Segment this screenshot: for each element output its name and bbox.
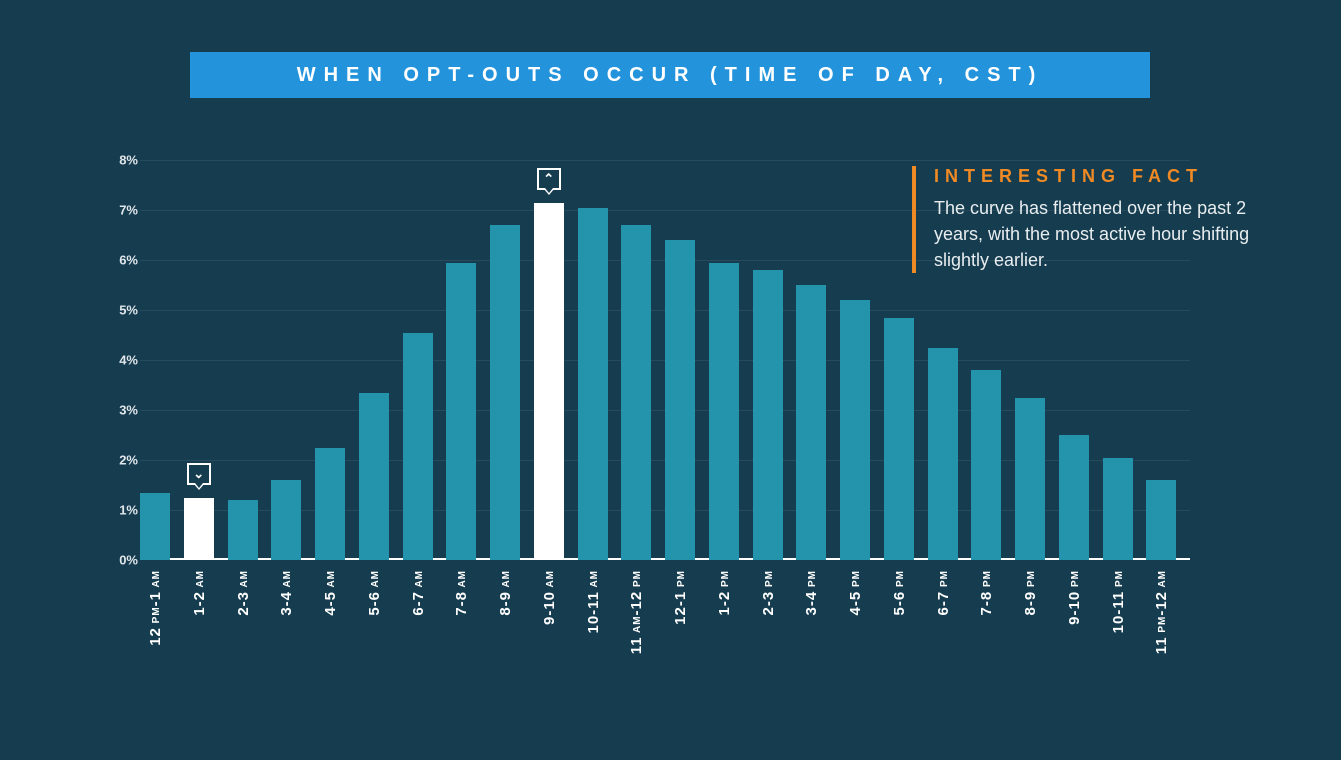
- bar: [271, 480, 301, 560]
- bar: [184, 498, 214, 561]
- bar: [578, 208, 608, 561]
- x-tick-label: 7-8 AM: [453, 570, 471, 616]
- x-tick-label: 12 PM-1 AM: [147, 570, 165, 646]
- bar: [1146, 480, 1176, 560]
- bar: [621, 225, 651, 560]
- bar: [884, 318, 914, 561]
- x-tick-label: 3-4 AM: [278, 570, 296, 616]
- x-tick-label: 4-5 PM: [847, 570, 865, 615]
- x-tick-label: 12-1 PM: [672, 570, 690, 625]
- x-tick-label: 11 AM-12 PM: [628, 570, 646, 654]
- x-tick-label: 1-2 AM: [191, 570, 209, 616]
- bar: [971, 370, 1001, 560]
- bar: [359, 393, 389, 561]
- y-tick-label: 4%: [98, 353, 138, 368]
- bar: [446, 263, 476, 561]
- x-tick-label: 9-10 AM: [541, 570, 559, 625]
- y-tick-label: 8%: [98, 153, 138, 168]
- bar: [709, 263, 739, 561]
- x-tick-label: 7-8 PM: [978, 570, 996, 615]
- x-tick-label: 2-3 PM: [760, 570, 778, 615]
- y-tick-label: 1%: [98, 503, 138, 518]
- y-tick-label: 5%: [98, 303, 138, 318]
- y-tick-label: 0%: [98, 553, 138, 568]
- chart-title: When opt-outs occur (time of day, CST): [297, 64, 1044, 86]
- y-tick-label: 7%: [98, 203, 138, 218]
- bar: [796, 285, 826, 560]
- bar: [665, 240, 695, 560]
- x-tick-label: 2-3 AM: [235, 570, 253, 616]
- bar: [140, 493, 170, 561]
- bar: [928, 348, 958, 561]
- x-tick-label: 4-5 AM: [322, 570, 340, 616]
- bar: [840, 300, 870, 560]
- high-marker-icon: ⌃: [537, 168, 561, 196]
- bar: [228, 500, 258, 560]
- chart-title-banner: When opt-outs occur (time of day, CST): [190, 52, 1150, 98]
- x-tick-label: 8-9 PM: [1022, 570, 1040, 615]
- bar: [1015, 398, 1045, 561]
- low-marker-icon: ⌄: [187, 463, 211, 491]
- x-tick-label: 5-6 AM: [366, 570, 384, 616]
- x-tick-label: 8-9 AM: [497, 570, 515, 616]
- bar: [753, 270, 783, 560]
- x-tick-label: 11 PM-12 AM: [1153, 570, 1171, 654]
- bar: [534, 203, 564, 561]
- fact-heading: Interesting fact: [934, 166, 1262, 187]
- bar: [490, 225, 520, 560]
- x-tick-label: 10-11 AM: [585, 570, 603, 634]
- y-tick-label: 3%: [98, 403, 138, 418]
- interesting-fact-callout: Interesting fact The curve has flattened…: [912, 166, 1262, 273]
- y-tick-label: 2%: [98, 453, 138, 468]
- x-tick-label: 6-7 PM: [935, 570, 953, 615]
- bar: [1059, 435, 1089, 560]
- x-axis-labels: 12 PM-1 AM 1-2 AM 2-3 AM 3-4 AM 4-5 AM 5-6 AM…: [140, 570, 1190, 720]
- bar: [315, 448, 345, 561]
- x-tick-label: 5-6 PM: [891, 570, 909, 615]
- x-tick-label: 9-10 PM: [1066, 570, 1084, 625]
- x-tick-label: 10-11 PM: [1110, 570, 1128, 633]
- x-tick-label: 3-4 PM: [803, 570, 821, 615]
- x-tick-label: 1-2 PM: [716, 570, 734, 615]
- y-tick-label: 6%: [98, 253, 138, 268]
- fact-body: The curve has flattened over the past 2 …: [934, 195, 1262, 273]
- x-tick-label: 6-7 AM: [410, 570, 428, 616]
- bar: [1103, 458, 1133, 561]
- bar: [403, 333, 433, 561]
